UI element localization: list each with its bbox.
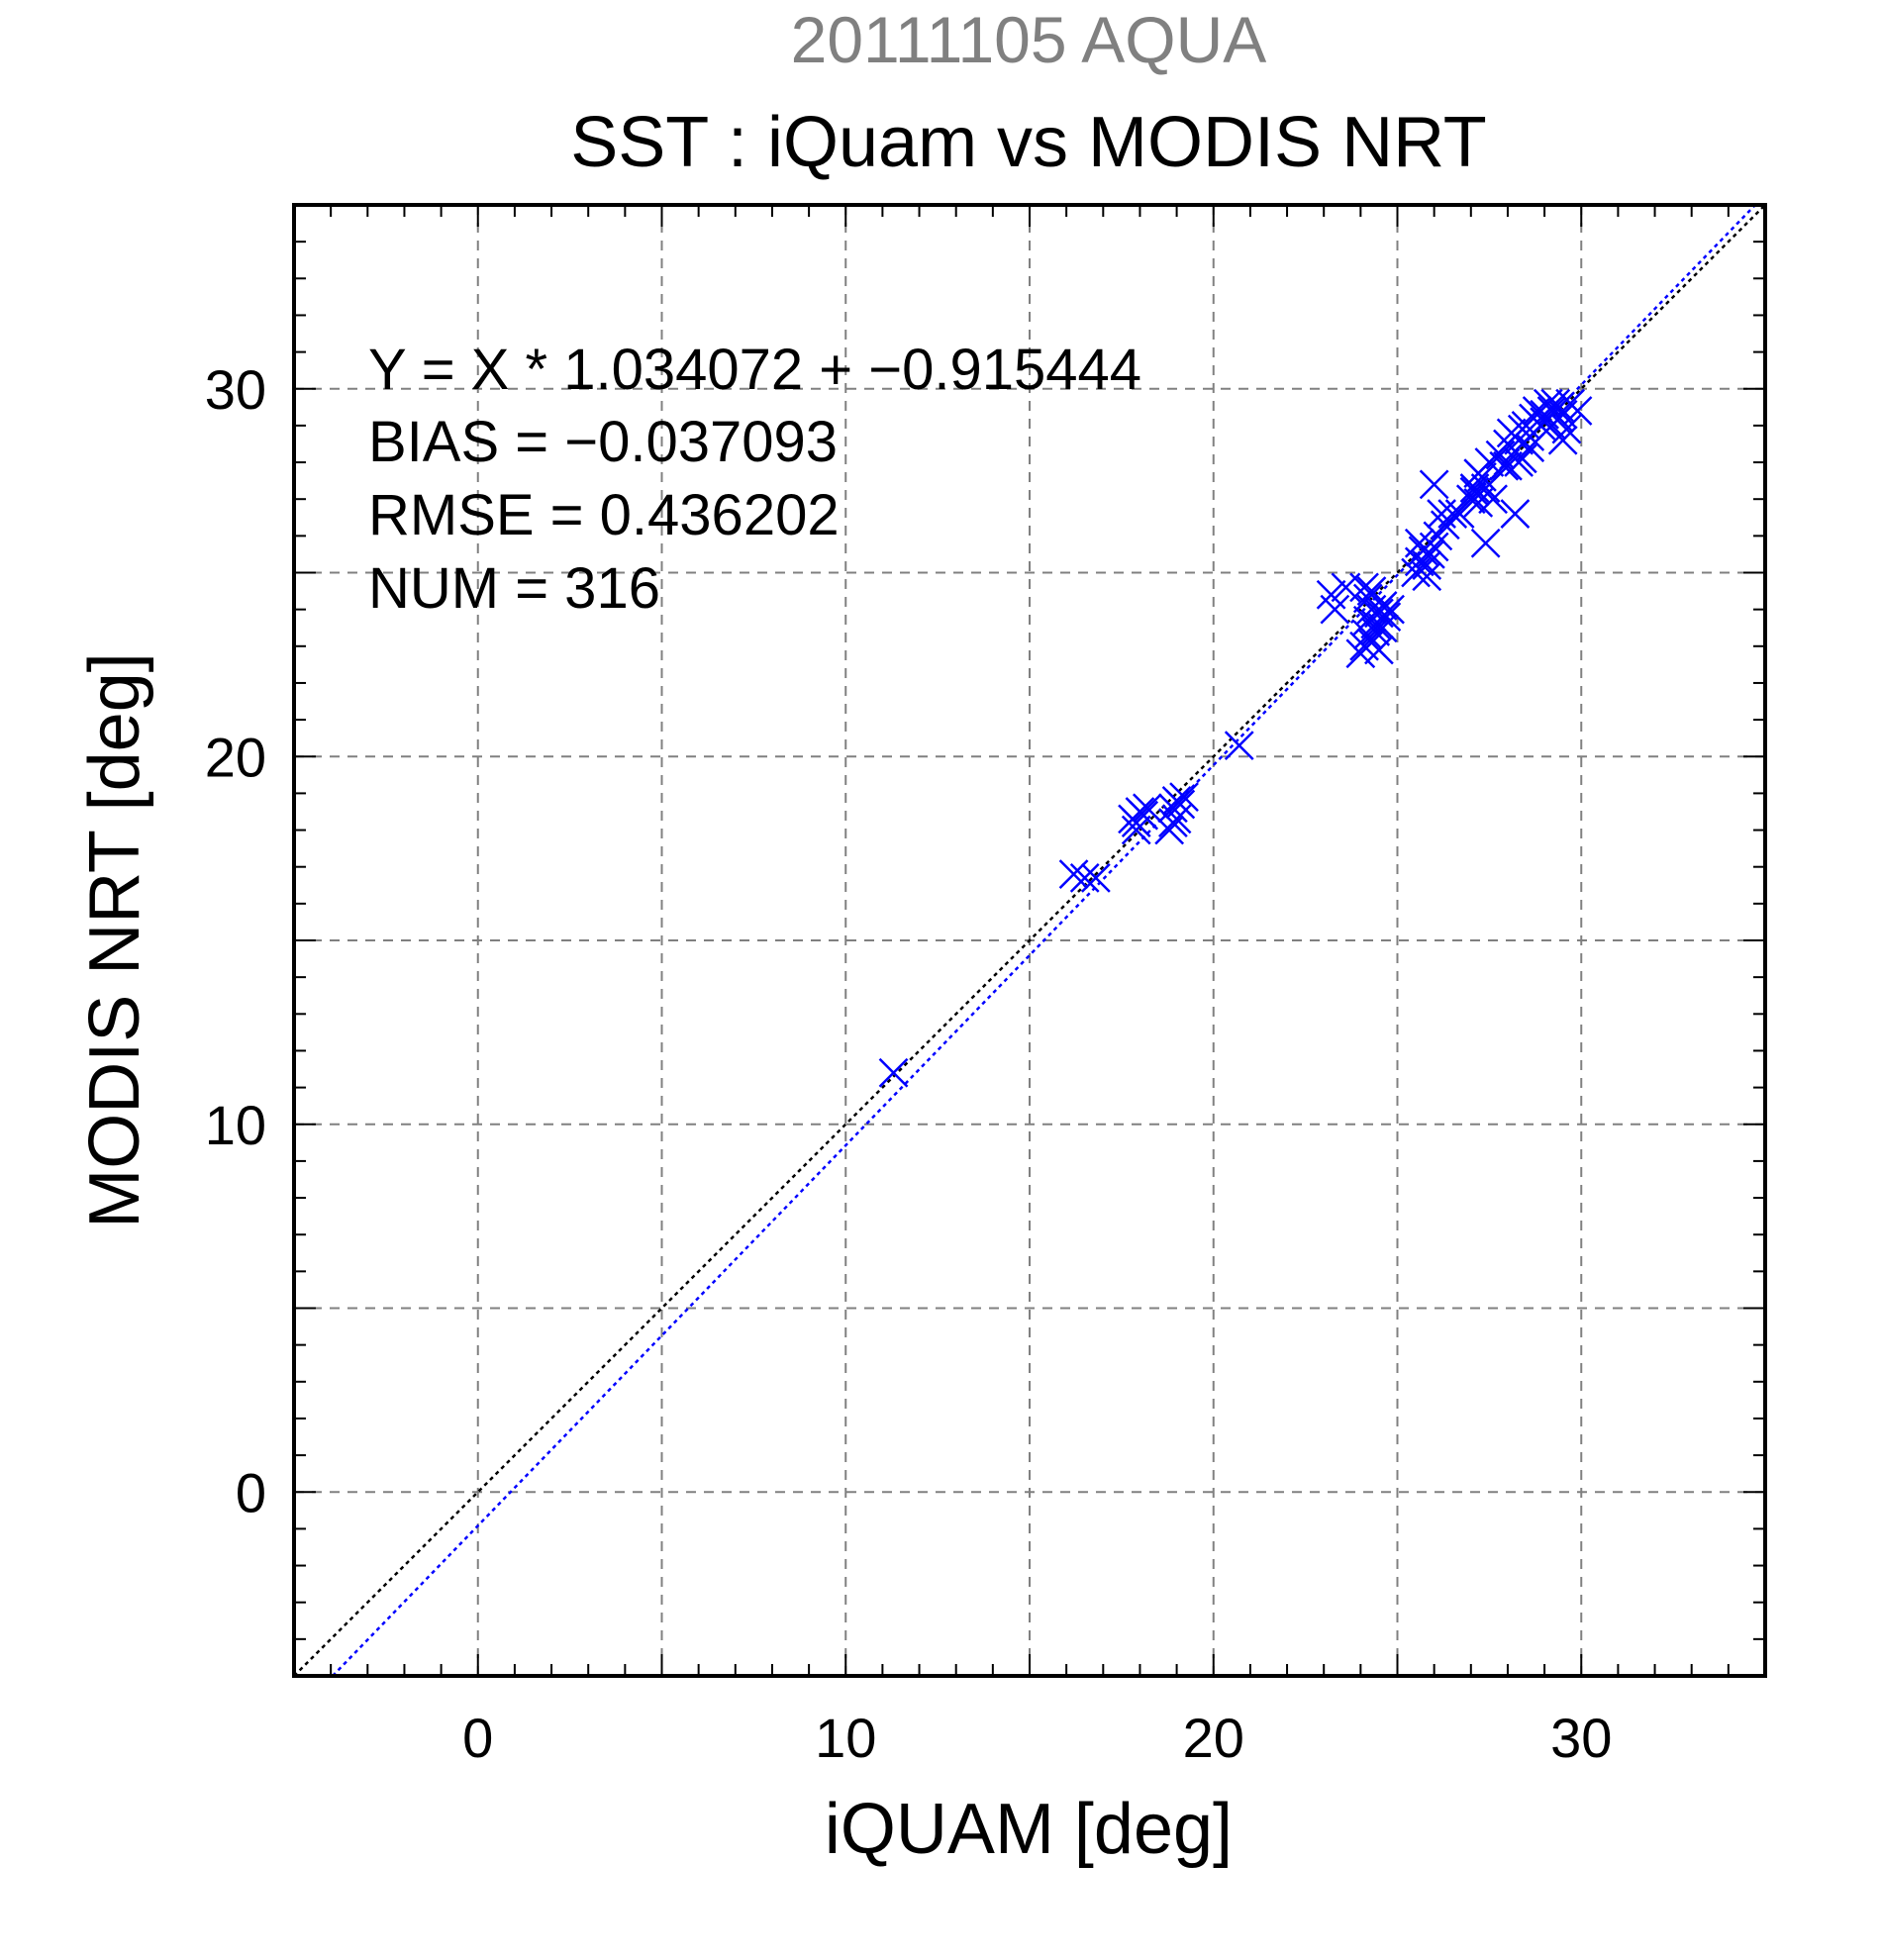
data-point [1080, 862, 1111, 893]
data-point [1544, 403, 1574, 434]
data-point-stroke [1544, 403, 1574, 434]
data-point-stroke [1360, 617, 1391, 646]
x-tick-label: 20 [1183, 1707, 1244, 1769]
data-point-stroke [1132, 793, 1162, 824]
data-point [878, 1057, 909, 1088]
stats-bias: BIAS = −0.037093 [368, 410, 838, 474]
data-point [1360, 617, 1391, 646]
data-point-stroke [1412, 561, 1442, 592]
data-point [1161, 804, 1192, 834]
data-point-stroke [1320, 594, 1350, 625]
data-point-stroke [1080, 862, 1111, 893]
data-point [1562, 396, 1593, 426]
data-point [1412, 550, 1442, 580]
data-point-stroke [1470, 528, 1501, 558]
y-tick-label: 0 [236, 1461, 266, 1523]
data-point-stroke [1412, 550, 1442, 580]
data-point-stroke [1507, 443, 1537, 474]
regression-line [332, 204, 1756, 1677]
data-point [1121, 815, 1151, 845]
data-point [1470, 528, 1501, 558]
data-point [1129, 800, 1159, 831]
data-point-stroke [1551, 414, 1582, 444]
stats-rmse: RMSE = 0.436202 [368, 483, 840, 547]
data-point [1419, 469, 1449, 500]
x-tick-label: 10 [815, 1707, 876, 1769]
data-point-stroke [1069, 862, 1100, 893]
data-point-stroke [1404, 528, 1435, 558]
axis-ticks [293, 204, 1766, 1677]
data-point-stroke [1504, 425, 1534, 455]
data-point-stroke [1367, 613, 1398, 643]
data-point [1349, 572, 1379, 603]
data-point [1367, 613, 1398, 643]
one-to-one-line [293, 204, 1766, 1677]
data-point [1444, 499, 1475, 529]
data-point [1404, 528, 1435, 558]
stats-fit: Y = X * 1.034072 + −0.915444 [368, 338, 1141, 402]
x-tick-label: 0 [462, 1707, 493, 1769]
y-tick-label: 20 [205, 726, 266, 788]
data-point [1463, 458, 1494, 489]
data-point-stroke [1419, 469, 1449, 500]
data-point-stroke [1356, 628, 1387, 657]
data-point [1069, 862, 1100, 893]
data-point-stroke [878, 1057, 909, 1088]
data-point-stroke [1562, 396, 1593, 426]
data-point-stroke [1356, 576, 1387, 606]
stats-num: NUM = 316 [368, 556, 660, 621]
y-tick-label: 10 [205, 1094, 266, 1156]
y-axis-label: MODIS NRT [deg] [75, 652, 154, 1228]
data-point-stroke [1349, 572, 1379, 603]
data-point [1412, 561, 1442, 592]
data-point [1478, 484, 1508, 515]
data-point-stroke [1121, 815, 1151, 845]
data-points [878, 388, 1593, 1088]
data-point [1169, 782, 1199, 812]
x-axis-label: iQUAM [deg] [825, 1790, 1233, 1869]
y-tick-labels: 0 10 20 30 [205, 358, 266, 1524]
reference-lines [293, 204, 1766, 1677]
data-point-stroke [1463, 458, 1494, 489]
data-point-stroke [1500, 499, 1531, 529]
data-point-stroke [1161, 804, 1192, 834]
x-tick-label: 30 [1550, 1707, 1612, 1769]
data-point-stroke [1455, 484, 1486, 515]
data-point-stroke [1367, 591, 1398, 621]
data-point-stroke [1316, 579, 1346, 610]
data-point-stroke [1352, 583, 1383, 614]
data-point-stroke [1375, 594, 1405, 625]
data-point-stroke [1364, 598, 1394, 629]
data-point-stroke [1478, 484, 1508, 515]
data-point [1455, 484, 1486, 515]
data-point [1375, 594, 1405, 625]
data-point-stroke [1224, 731, 1254, 760]
data-point [1493, 450, 1523, 481]
chart-subtitle: 20111105 AQUA [791, 3, 1267, 76]
data-point-stroke [1129, 800, 1159, 831]
data-point-stroke [1419, 532, 1449, 562]
data-point-stroke [1371, 602, 1402, 632]
data-point [1224, 731, 1254, 760]
data-point [1459, 476, 1490, 507]
data-point-stroke [1169, 782, 1199, 812]
data-point-stroke [1459, 476, 1490, 507]
data-point [1507, 443, 1537, 474]
data-point [1500, 499, 1531, 529]
x-tick-labels: 0 10 20 30 [462, 1707, 1612, 1769]
data-point-stroke [1444, 499, 1475, 529]
data-point-stroke [1493, 450, 1523, 481]
data-point [1371, 602, 1402, 632]
chart-title: SST : iQuam vs MODIS NRT [570, 103, 1487, 182]
y-tick-label: 30 [205, 358, 266, 421]
data-point [1320, 594, 1350, 625]
data-point [1356, 628, 1387, 657]
